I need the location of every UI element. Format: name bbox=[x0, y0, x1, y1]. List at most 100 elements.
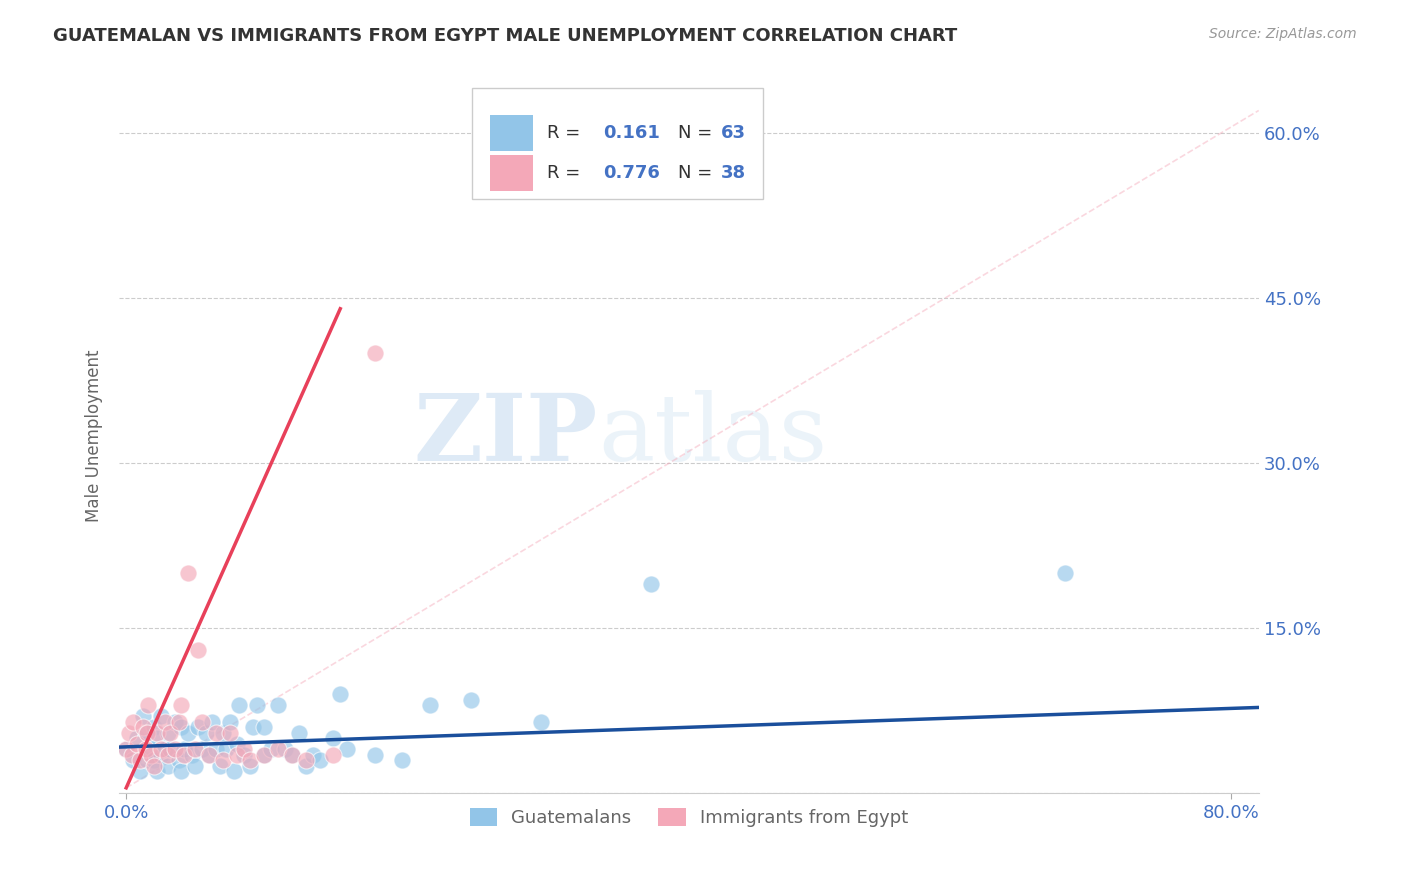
Point bbox=[228, 698, 250, 713]
Point bbox=[115, 742, 138, 756]
Point bbox=[187, 643, 209, 657]
FancyBboxPatch shape bbox=[489, 115, 533, 151]
Point bbox=[214, 742, 236, 756]
Point bbox=[129, 753, 152, 767]
Point bbox=[135, 753, 157, 767]
Point bbox=[149, 709, 172, 723]
Point bbox=[142, 720, 165, 734]
Point bbox=[135, 725, 157, 739]
Point bbox=[288, 725, 311, 739]
Point bbox=[195, 725, 218, 739]
Text: 0.161: 0.161 bbox=[603, 124, 661, 143]
Point bbox=[184, 759, 207, 773]
Point bbox=[156, 759, 179, 773]
Point bbox=[167, 714, 190, 729]
Point bbox=[267, 742, 290, 756]
Point bbox=[294, 759, 316, 773]
Point bbox=[222, 764, 245, 779]
Text: 38: 38 bbox=[721, 163, 747, 182]
Point bbox=[329, 687, 352, 701]
Point bbox=[170, 698, 193, 713]
Point bbox=[364, 747, 387, 762]
Point bbox=[239, 759, 262, 773]
Point bbox=[191, 742, 214, 756]
Y-axis label: Male Unemployment: Male Unemployment bbox=[86, 349, 103, 522]
Point bbox=[253, 747, 276, 762]
Point bbox=[242, 720, 264, 734]
Text: Source: ZipAtlas.com: Source: ZipAtlas.com bbox=[1209, 27, 1357, 41]
Point bbox=[419, 698, 441, 713]
Point bbox=[281, 747, 304, 762]
Point bbox=[529, 714, 551, 729]
Point bbox=[205, 725, 228, 739]
Point bbox=[322, 731, 344, 746]
Point bbox=[149, 747, 172, 762]
Point bbox=[218, 725, 240, 739]
Point bbox=[136, 698, 159, 713]
Point bbox=[142, 753, 165, 767]
Text: atlas: atlas bbox=[598, 391, 827, 481]
Point bbox=[163, 714, 186, 729]
Point bbox=[281, 747, 304, 762]
Point bbox=[239, 753, 262, 767]
Point bbox=[145, 764, 167, 779]
Point bbox=[121, 747, 143, 762]
Point bbox=[139, 742, 162, 756]
Point bbox=[173, 747, 195, 762]
Point bbox=[127, 737, 149, 751]
Point bbox=[225, 747, 247, 762]
Point bbox=[640, 577, 662, 591]
Point bbox=[212, 725, 235, 739]
Point bbox=[149, 742, 172, 756]
Point bbox=[177, 566, 200, 580]
FancyBboxPatch shape bbox=[472, 88, 763, 199]
Point bbox=[253, 747, 276, 762]
Point bbox=[139, 747, 162, 762]
Text: 0.776: 0.776 bbox=[603, 163, 661, 182]
Point bbox=[173, 742, 195, 756]
Point bbox=[1054, 566, 1077, 580]
Point bbox=[205, 742, 228, 756]
Point bbox=[122, 714, 145, 729]
Point bbox=[274, 742, 297, 756]
Point bbox=[267, 698, 290, 713]
Point bbox=[153, 742, 176, 756]
Text: N =: N = bbox=[678, 163, 717, 182]
Point bbox=[322, 747, 344, 762]
Point bbox=[246, 698, 269, 713]
Point bbox=[198, 747, 221, 762]
Text: GUATEMALAN VS IMMIGRANTS FROM EGYPT MALE UNEMPLOYMENT CORRELATION CHART: GUATEMALAN VS IMMIGRANTS FROM EGYPT MALE… bbox=[53, 27, 957, 45]
Point bbox=[294, 753, 316, 767]
Point bbox=[135, 725, 157, 739]
Point bbox=[115, 742, 138, 756]
Point bbox=[132, 720, 155, 734]
Text: R =: R = bbox=[547, 163, 592, 182]
Point bbox=[212, 753, 235, 767]
Text: ZIP: ZIP bbox=[413, 391, 598, 481]
Point bbox=[201, 714, 224, 729]
Point bbox=[460, 692, 482, 706]
Point bbox=[156, 725, 179, 739]
Text: N =: N = bbox=[678, 124, 717, 143]
Point bbox=[187, 720, 209, 734]
Point bbox=[170, 764, 193, 779]
Point bbox=[159, 742, 181, 756]
Point bbox=[163, 742, 186, 756]
Point bbox=[127, 731, 149, 746]
Point bbox=[181, 747, 204, 762]
Point bbox=[364, 346, 387, 360]
Point bbox=[301, 747, 323, 762]
Point bbox=[308, 753, 330, 767]
Point bbox=[122, 753, 145, 767]
Point bbox=[167, 753, 190, 767]
Point bbox=[191, 714, 214, 729]
Point bbox=[225, 737, 247, 751]
Point bbox=[170, 720, 193, 734]
Point bbox=[132, 709, 155, 723]
Point bbox=[118, 725, 141, 739]
Point bbox=[145, 731, 167, 746]
Point bbox=[145, 725, 167, 739]
Point bbox=[159, 725, 181, 739]
Point bbox=[129, 764, 152, 779]
Point bbox=[209, 759, 232, 773]
